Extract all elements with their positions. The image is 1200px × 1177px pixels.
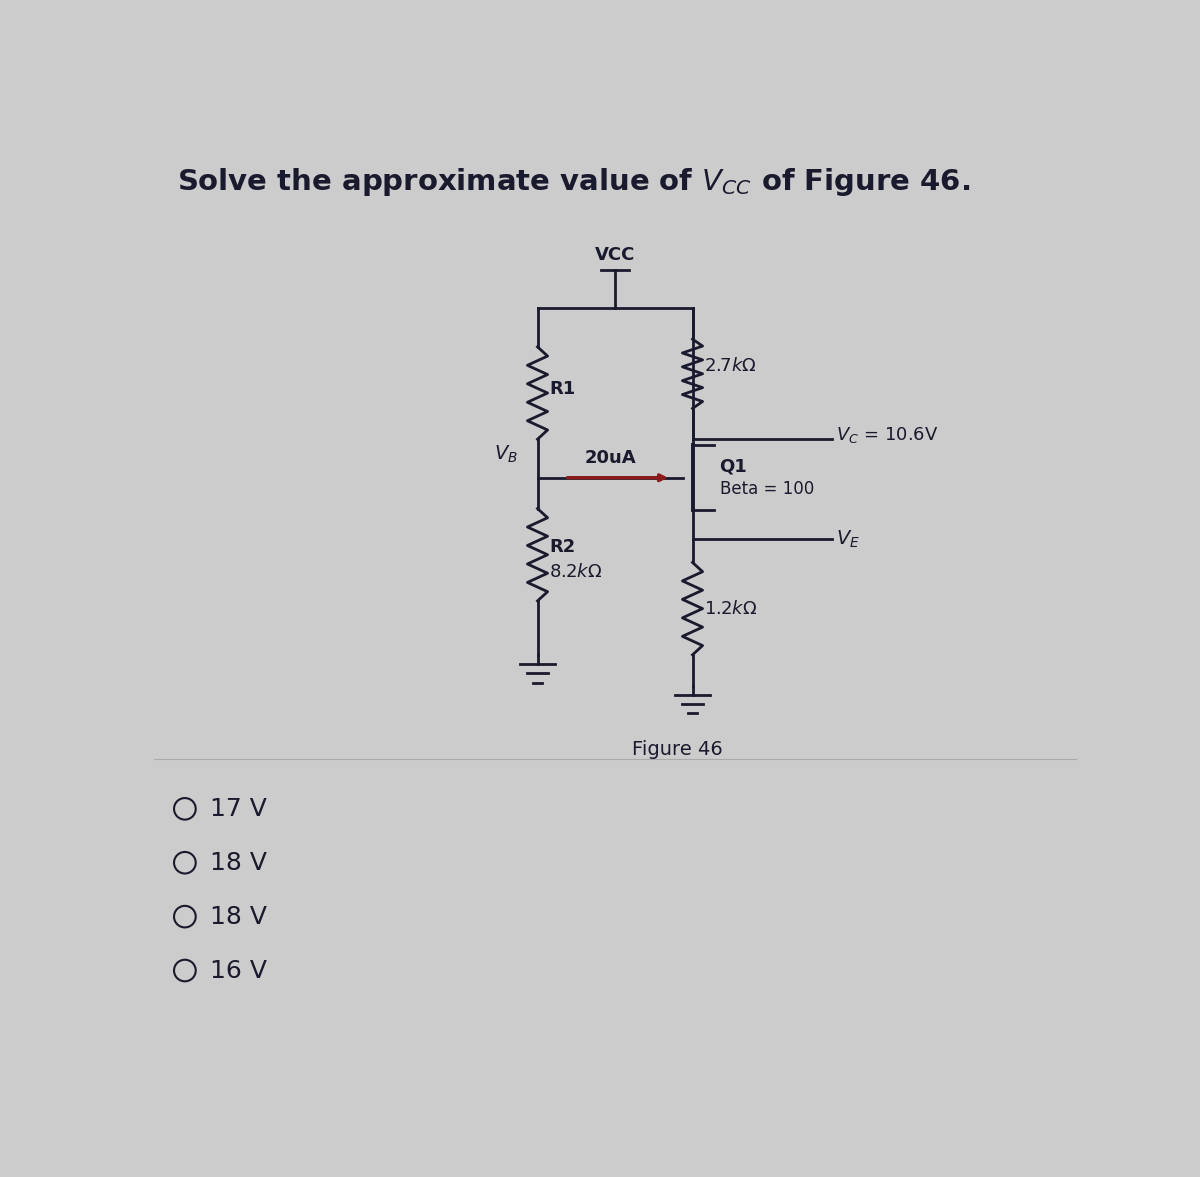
Text: 18 V: 18 V	[210, 851, 268, 875]
Text: $V_C$ = 10.6V: $V_C$ = 10.6V	[836, 425, 938, 445]
Text: Q1: Q1	[720, 457, 748, 476]
Text: Solve the approximate value of $V_{CC}$ of Figure 46.: Solve the approximate value of $V_{CC}$ …	[178, 166, 971, 198]
Text: $1.2k\Omega$: $1.2k\Omega$	[704, 599, 757, 618]
Text: R1: R1	[550, 380, 575, 398]
Text: Beta = 100: Beta = 100	[720, 480, 814, 498]
Text: $V_B$: $V_B$	[494, 444, 518, 465]
Text: $8.2k\Omega$: $8.2k\Omega$	[550, 563, 602, 580]
Text: 18 V: 18 V	[210, 905, 268, 929]
Text: $V_E$: $V_E$	[836, 528, 859, 550]
Text: 16 V: 16 V	[210, 958, 268, 983]
Text: VCC: VCC	[595, 246, 635, 264]
Text: 17 V: 17 V	[210, 797, 268, 820]
Text: Figure 46: Figure 46	[631, 739, 722, 758]
Text: R2: R2	[550, 538, 575, 556]
Text: 20uA: 20uA	[584, 448, 636, 467]
Text: $2.7k\Omega$: $2.7k\Omega$	[704, 357, 757, 375]
